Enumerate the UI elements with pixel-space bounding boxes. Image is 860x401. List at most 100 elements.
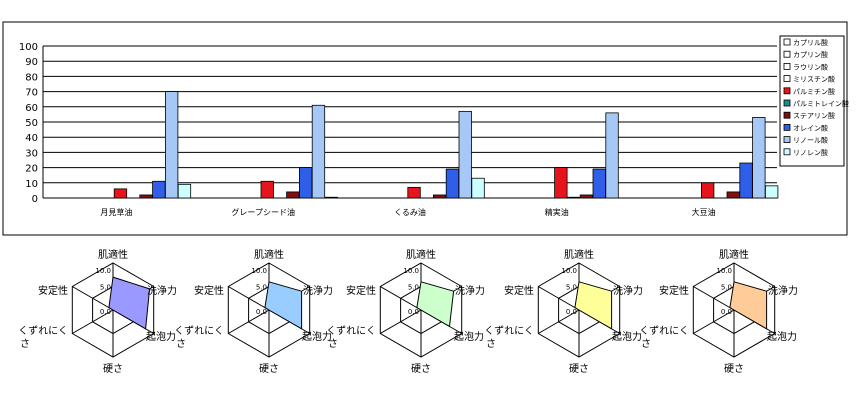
radar-axis-label: くずれにくさ xyxy=(18,325,68,350)
radar-axis-label: くずれにくさ xyxy=(639,325,689,350)
legend-label: オレイン酸 xyxy=(793,123,828,132)
bar xyxy=(605,112,619,199)
radar-scale-label: 0.0 xyxy=(100,308,111,316)
bar xyxy=(471,177,485,199)
legend-label: リノレン酸 xyxy=(793,148,828,157)
radar-data-area xyxy=(574,281,613,330)
radar-spoke xyxy=(228,309,270,334)
radar-axis-label: 洗浄力 xyxy=(147,284,177,297)
radar-data-area xyxy=(108,276,151,330)
bar xyxy=(311,104,326,199)
y-tick-label: 100 xyxy=(19,42,38,53)
radar-axis-label: 安定性 xyxy=(194,284,224,297)
radar-axis-label: 硬さ xyxy=(411,363,431,375)
legend-label: パルミトレイン酸 xyxy=(793,99,849,108)
bar xyxy=(432,194,447,199)
radar-spoke xyxy=(72,309,114,334)
radar-axis-label: 起泡力 xyxy=(146,330,176,343)
bar xyxy=(752,117,766,199)
legend-swatch xyxy=(783,75,791,82)
radar-spoke xyxy=(380,309,422,334)
legend-label: パルミチン酸 xyxy=(793,87,835,96)
bar xyxy=(726,191,740,199)
radar-axis-label: 洗浄力 xyxy=(455,284,485,297)
radar-scale-label: 10.0 xyxy=(716,267,732,275)
radar-scale-label: 0.0 xyxy=(721,308,732,316)
bar xyxy=(458,110,472,199)
legend-swatch xyxy=(783,38,791,46)
legend-label: ミリスチン酸 xyxy=(793,75,835,84)
bar xyxy=(298,167,313,199)
legend-label: ステアリン酸 xyxy=(793,111,835,120)
y-tick-label: 30 xyxy=(25,148,38,159)
radar-axis-label: 起泡力 xyxy=(612,330,642,343)
bar-chart-frame xyxy=(2,21,848,236)
radar-axis-label: 肌適性 xyxy=(254,248,284,261)
radar-scale-label: 10.0 xyxy=(95,267,111,275)
radar-axis-label: 安定性 xyxy=(38,284,68,297)
radar-axis-label: 起泡力 xyxy=(302,330,332,343)
radar-axis-label: くずれにくさ xyxy=(326,325,376,350)
radar-axis-label: 洗浄力 xyxy=(303,284,333,297)
x-tick-label: 精実油 xyxy=(545,207,569,217)
radar-scale-label: 10.0 xyxy=(251,267,267,275)
y-tick-label: 40 xyxy=(25,133,38,144)
radar-axis-label: 肌適性 xyxy=(406,248,436,261)
x-tick-label: くるみ油 xyxy=(394,207,426,217)
radar-scale-label: 5.0 xyxy=(721,284,732,292)
radar-scale-label: 10.0 xyxy=(403,267,419,275)
bar xyxy=(554,167,568,199)
bar xyxy=(177,183,192,199)
legend-box xyxy=(779,35,845,167)
legend-label: ラウリン酸 xyxy=(793,62,828,71)
radar-spoke xyxy=(693,309,735,334)
radar-axis-label: 肌適性 xyxy=(98,248,128,261)
y-tick-label: 90 xyxy=(25,57,38,68)
radar-scale-label: 5.0 xyxy=(408,284,419,292)
y-tick-label: 60 xyxy=(25,103,38,114)
radar-axis-label: くずれにくさ xyxy=(484,325,534,350)
radar-axis-label-line: くずれにく xyxy=(174,325,224,337)
bar xyxy=(445,168,460,199)
radar-data-area xyxy=(416,281,455,328)
legend-swatch xyxy=(783,148,791,156)
radar-scale-label: 10.0 xyxy=(561,267,577,275)
radar-axis-label: 安定性 xyxy=(346,284,376,297)
legend-label: カプリル酸 xyxy=(793,38,828,47)
radar-axis-label-line: くずれにく xyxy=(639,325,689,337)
radar-scale-label: 5.0 xyxy=(256,284,267,292)
radar-axis-label: 肌適性 xyxy=(564,248,594,261)
radar-axis-label: 起泡力 xyxy=(454,330,484,343)
bar xyxy=(739,162,753,199)
radar-axis-label: 硬さ xyxy=(569,363,589,375)
bar xyxy=(592,168,606,199)
bar xyxy=(260,180,274,199)
bar xyxy=(324,196,338,199)
radar-scale-label: 0.0 xyxy=(566,308,577,316)
y-tick-label: 70 xyxy=(25,88,38,99)
bar xyxy=(701,182,715,199)
radar-axis-label: 硬さ xyxy=(259,363,279,375)
bar xyxy=(765,185,779,199)
legend-swatch xyxy=(783,136,791,144)
radar-spoke xyxy=(380,286,422,311)
legend-label: リノール酸 xyxy=(793,136,828,145)
radar-axis-label: 起泡力 xyxy=(767,330,797,343)
radar-scale-label: 5.0 xyxy=(566,284,577,292)
legend-swatch xyxy=(783,87,791,95)
radar-axis-label-line: さ xyxy=(486,338,496,350)
legend-swatch xyxy=(783,111,791,119)
radar-axis-label-line: くずれにく xyxy=(484,325,534,337)
bar xyxy=(579,194,594,199)
x-tick-label: 大豆油 xyxy=(692,207,716,217)
bar xyxy=(139,194,153,199)
radar-axis-label: 硬さ xyxy=(724,363,744,375)
radar-spoke xyxy=(228,286,270,311)
bar xyxy=(152,180,166,199)
